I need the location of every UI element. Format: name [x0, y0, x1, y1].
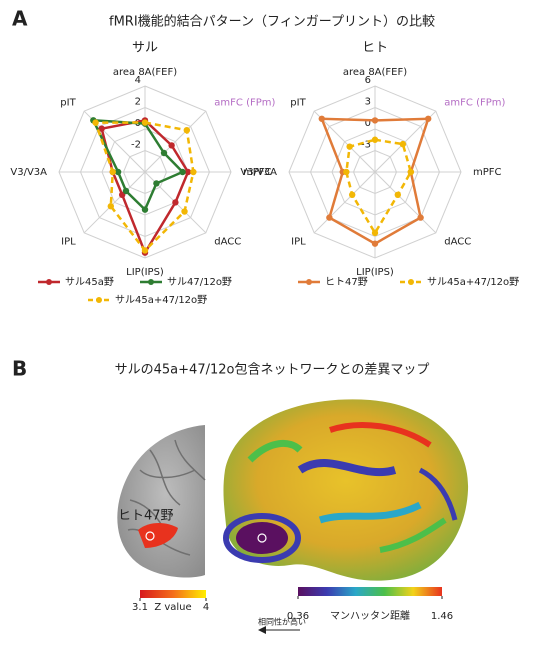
axis-label: area 8A(FEF)	[113, 67, 177, 78]
r-tick-label: -3	[361, 140, 371, 151]
point	[168, 142, 175, 149]
legend-label: サル45a+47/12o野	[427, 276, 519, 288]
colorbar-tick-label: 3.1	[132, 602, 148, 613]
series-line	[345, 138, 413, 236]
point	[399, 140, 407, 148]
point	[107, 203, 114, 210]
legend-marker	[96, 297, 102, 303]
panel-label: A	[12, 7, 28, 31]
grid-ring	[58, 85, 232, 259]
colorbar-label: Z value	[154, 602, 191, 613]
colorbar-tick-label: 4	[203, 602, 209, 613]
point	[141, 119, 149, 126]
point	[425, 115, 432, 122]
legend-marker	[306, 279, 312, 285]
point	[92, 119, 99, 126]
legend-label: サル47/12o野	[167, 276, 232, 288]
point	[394, 191, 402, 199]
brain-left	[117, 425, 206, 578]
point	[122, 187, 130, 195]
axis-label: pIT	[290, 98, 306, 109]
point	[179, 168, 186, 176]
axis-label: LIP(IPS)	[126, 267, 164, 278]
colorbar-label: マンハッタン距離	[330, 609, 410, 622]
point	[371, 240, 379, 247]
grid-ring	[352, 149, 398, 195]
panel-label: B	[12, 357, 27, 381]
point	[153, 180, 160, 187]
point	[346, 143, 353, 150]
grid-ring	[331, 128, 419, 216]
series-line	[93, 121, 195, 253]
seed-label: ヒト47野	[118, 509, 174, 524]
colorbar-tick-label: 1.46	[431, 611, 453, 622]
grid-ring	[122, 149, 168, 195]
r-tick-label: 6	[365, 75, 371, 86]
axis-label: dACC	[214, 236, 241, 247]
point	[183, 126, 191, 134]
panel-title: サルの45a+47/12o包含ネットワークとの差異マップ	[115, 363, 430, 378]
grid-ring	[101, 128, 189, 216]
r-tick-label: 2	[135, 97, 141, 108]
axis-label: LIP(IPS)	[356, 267, 394, 278]
axis-label: IPL	[291, 236, 306, 247]
point	[318, 115, 325, 122]
point	[181, 208, 188, 215]
point	[184, 168, 192, 176]
axis-label: area 8A(FEF)	[343, 67, 407, 78]
arrow-head	[258, 626, 266, 634]
axis-label: mPFC	[243, 167, 272, 178]
axis-label: amFC (FPm)	[214, 98, 275, 109]
legend-label: サル45a+47/12o野	[115, 294, 207, 306]
point	[371, 136, 379, 143]
r-tick-label: 0	[365, 118, 371, 129]
point	[160, 149, 168, 157]
axis-label: dACC	[444, 236, 471, 247]
r-tick-label: 4	[135, 75, 141, 86]
r-tick-label: -2	[131, 140, 141, 151]
colorbar-tick-label: 0.36	[287, 611, 309, 622]
axis-label: V3/V3A	[10, 167, 47, 178]
colorbar	[140, 590, 206, 598]
axis-label: amFC (FPm)	[444, 98, 505, 109]
legend-label: ヒト47野	[325, 276, 368, 288]
point	[172, 199, 179, 206]
axis-label: V3/V3A	[240, 167, 277, 178]
axis-label: IPL	[61, 236, 76, 247]
brain-right	[223, 399, 469, 581]
r-tick-label: 3	[365, 97, 371, 108]
panel-title: fMRI機能的結合パターン（フィンガープリント）の比較	[109, 14, 435, 30]
axis-label: mPFC	[473, 167, 502, 178]
chart-title: ヒト	[362, 41, 388, 56]
grid-ring	[288, 85, 462, 259]
legend-marker	[408, 279, 414, 285]
chart-title: サル	[132, 41, 158, 56]
point	[417, 214, 424, 221]
point	[109, 168, 116, 176]
point	[371, 117, 379, 124]
legend-marker	[46, 279, 52, 285]
point	[326, 214, 333, 221]
legend-label: サル45a野	[65, 276, 114, 288]
axis-label: pIT	[60, 98, 76, 109]
point	[348, 191, 356, 199]
point	[98, 125, 105, 132]
arrow-label: 相同性が高い	[258, 617, 306, 627]
point	[407, 168, 415, 176]
point	[190, 168, 197, 176]
point	[114, 168, 122, 176]
point	[141, 206, 149, 213]
grid-ring	[309, 106, 441, 238]
colorbar	[298, 587, 442, 596]
point	[343, 168, 350, 176]
point	[141, 247, 149, 254]
legend-marker	[148, 279, 154, 285]
point	[371, 229, 379, 237]
grid-ring	[79, 106, 211, 238]
